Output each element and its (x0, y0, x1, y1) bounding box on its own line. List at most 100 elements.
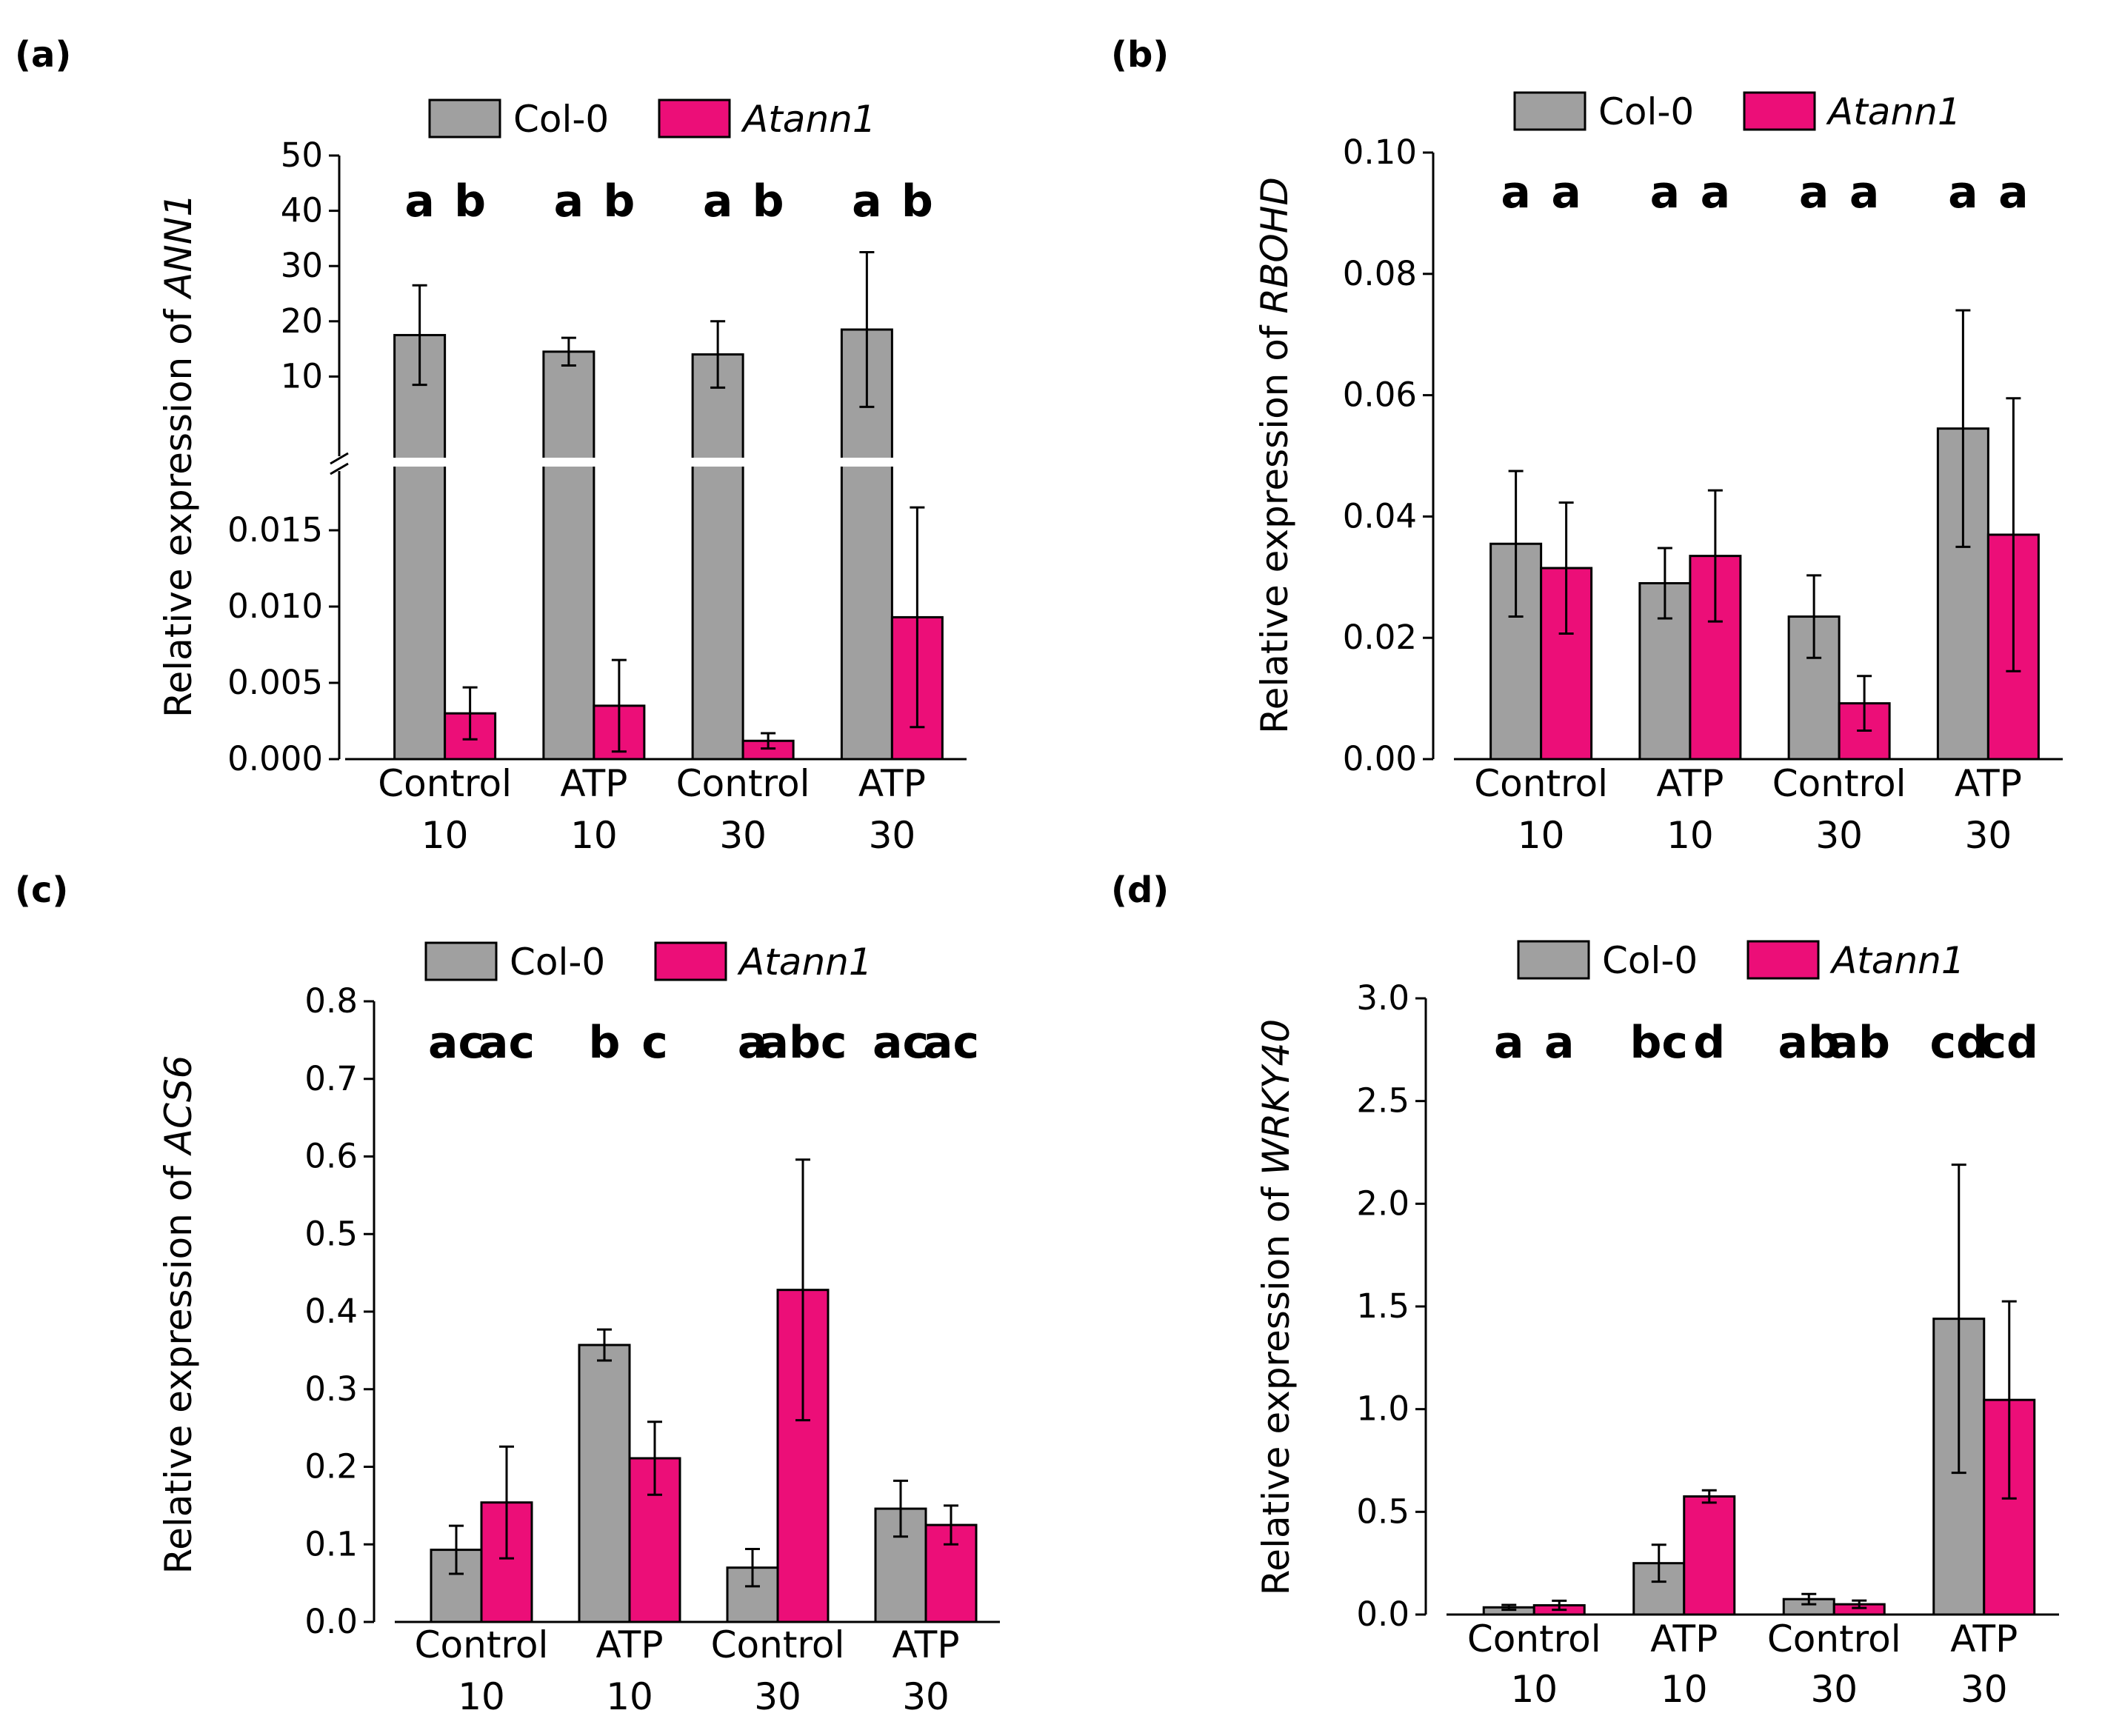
legend-label-col0: Col-0 (510, 941, 605, 984)
y-tick-label: 0.8 (304, 981, 358, 1021)
significance-label: a (852, 176, 882, 227)
significance-label: a (1494, 1017, 1524, 1069)
y-tick-label: 0.5 (304, 1214, 358, 1253)
legend-label-col0: Col-0 (1602, 939, 1698, 982)
y-axis-label: Relative expression of WRKY40 (1255, 1019, 1298, 1595)
y-axis-label-gene: ACS6 (157, 1055, 200, 1157)
significance-label: bc (1629, 1017, 1688, 1069)
x-category-label-treatment: ATP (892, 1623, 959, 1666)
x-category-label-time: 10 (458, 1675, 505, 1718)
bar-break-gap (541, 458, 595, 467)
significance-label: abc (758, 1017, 847, 1069)
x-category-label-time: 10 (1510, 1668, 1558, 1711)
legend-swatch-col0 (424, 941, 498, 981)
legend-label-atann1: Atann1 (741, 98, 876, 141)
legend: Col-0 Atann1 (1517, 939, 1965, 982)
y-axis-label: Relative expression of ACS6 (157, 1055, 200, 1575)
x-category-label-time: 30 (869, 814, 916, 857)
y-axis-label-prefix: Relative expression of (157, 1154, 200, 1574)
x-category-label-treatment: ATP (1955, 762, 2022, 805)
x-category-label-time: 10 (1518, 814, 1565, 857)
y-tick-label: 0.000 (227, 739, 323, 778)
y-axis-label: Relative expression of RBOHD (1253, 177, 1296, 734)
legend-swatch-atann1 (1743, 91, 1816, 131)
legend-label-col0: Col-0 (1598, 90, 1694, 133)
x-category-label-treatment: Control (711, 1623, 845, 1666)
significance-label: a (554, 176, 584, 227)
y-tick-label: 40 (281, 191, 323, 230)
legend-label-atann1: Atann1 (1829, 939, 1965, 982)
y-tick-label: 0.005 (227, 663, 323, 702)
y-axis-label-gene: ANN1 (157, 193, 200, 300)
bar-break-gap (840, 458, 894, 467)
significance-label: b (901, 176, 933, 227)
significance-label: a (1998, 167, 2029, 218)
y-tick-label: 0.4 (304, 1292, 358, 1331)
legend-label-col0: Col-0 (513, 98, 609, 141)
y-tick-label: 0.015 (227, 510, 323, 550)
y-tick-label: 0.10 (1343, 133, 1417, 172)
panel-label: (d) (1111, 869, 1169, 911)
y-tick-label: 0.0 (1356, 1595, 1409, 1634)
significance-label: a (1544, 1017, 1575, 1069)
legend: Col-0 Atann1 (428, 98, 876, 141)
y-tick-label: 20 (281, 301, 323, 341)
significance-label: c (641, 1017, 668, 1069)
legend-label-atann1: Atann1 (737, 941, 873, 984)
legend-swatch-atann1 (658, 99, 731, 138)
y-tick-label: 3.0 (1356, 978, 1409, 1018)
x-category-label-treatment: Control (1474, 762, 1608, 805)
legend: Col-0 Atann1 (424, 941, 873, 984)
x-category-label-time: 10 (570, 814, 618, 857)
panel-rbohd: (b) Col-0 Atann1 Relative expression of RBO… (1111, 34, 2063, 857)
y-tick-label: 0.2 (304, 1447, 358, 1486)
x-category-label-treatment: Control (378, 762, 512, 805)
y-tick-label: 0.00 (1343, 739, 1417, 778)
axis-break-mark (330, 452, 349, 475)
legend-swatch-col0 (428, 99, 501, 138)
significance-label: a (404, 176, 435, 227)
significance-label: ac (428, 1017, 484, 1069)
significance-label: b (589, 1017, 621, 1069)
y-tick-label: 30 (281, 246, 323, 285)
panel-ann1: (a) Col-0 Atann1 Relative expression of ANN… (15, 34, 967, 857)
bar-break-gap (691, 458, 745, 467)
x-category-label-treatment: ATP (1950, 1618, 2018, 1660)
bar-col0 (578, 1343, 631, 1623)
y-tick-label: 2.0 (1356, 1184, 1409, 1223)
y-tick-label: 0.6 (304, 1137, 358, 1176)
x-category-label-time: 30 (1965, 814, 2012, 857)
significance-label: b (454, 176, 486, 227)
legend-swatch-col0 (1513, 91, 1587, 131)
x-category-label-time: 30 (1815, 814, 1863, 857)
y-axis-label-gene: RBOHD (1253, 177, 1296, 314)
panel-wrky40: (d) Col-0 Atann1 Relative expression of WRK… (1111, 869, 2059, 1711)
x-category-label-time: 30 (719, 814, 767, 857)
x-category-label-time: 30 (1961, 1668, 2008, 1711)
y-tick-label: 0.5 (1356, 1492, 1409, 1531)
x-category-label-time: 30 (1810, 1668, 1858, 1711)
x-category-label-time: 30 (902, 1675, 950, 1718)
y-tick-label: 0.1 (304, 1524, 358, 1563)
y-axis-label: Relative expression of ANN1 (157, 193, 200, 718)
x-category-label-treatment: ATP (1656, 762, 1724, 805)
significance-label: cd (1980, 1017, 2038, 1069)
bar-col0 (393, 333, 447, 761)
legend-swatch-atann1 (654, 941, 727, 981)
significance-label: ac (478, 1017, 535, 1069)
y-axis-label-prefix: Relative expression of (157, 298, 200, 718)
x-category-label-time: 10 (1661, 1668, 1708, 1711)
bar-col0 (542, 350, 595, 761)
y-tick-label: 1.0 (1356, 1389, 1409, 1429)
y-tick-label: 0.02 (1343, 618, 1417, 657)
y-tick-label: 2.5 (1356, 1081, 1409, 1121)
x-category-label-treatment: ATP (858, 762, 926, 805)
x-category-label-time: 10 (421, 814, 469, 857)
x-category-label-time: 10 (606, 1675, 653, 1718)
legend-swatch-atann1 (1746, 940, 1820, 980)
bar-col0 (691, 353, 744, 761)
x-category-label-treatment: Control (1467, 1618, 1601, 1660)
significance-label: ac (923, 1017, 979, 1069)
bar-atann1 (1683, 1495, 1736, 1616)
